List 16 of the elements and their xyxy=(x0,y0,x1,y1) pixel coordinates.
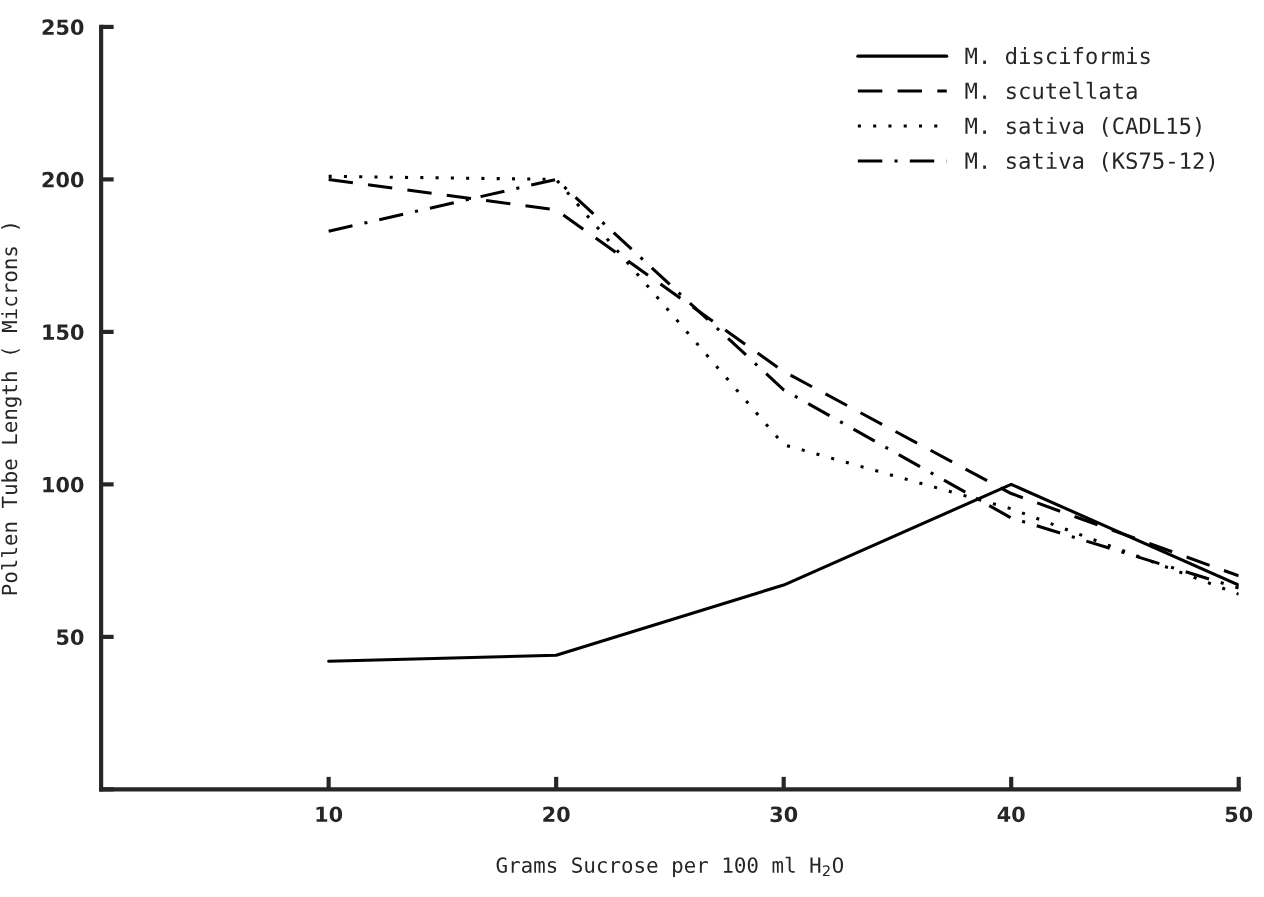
x-tick-label: 50 xyxy=(1225,806,1253,823)
legend-label: M. sativa (KS75-12) xyxy=(965,151,1215,172)
y-tick-label: 250 xyxy=(42,19,84,36)
y-tick-label: 100 xyxy=(43,476,84,493)
x-tick-label: 10 xyxy=(316,806,343,823)
legend-label: M. disciformis xyxy=(965,47,1150,65)
legend-label: M. scutellata xyxy=(965,81,1137,100)
y-tick-label: 50 xyxy=(57,629,84,646)
x-axis-title: Grams Sucrose per 100 ml H$_{2}$O xyxy=(496,856,844,878)
x-tick-label: 30 xyxy=(770,806,798,823)
y-tick-label: 150 xyxy=(43,324,84,341)
x-tick-label: 40 xyxy=(997,806,1025,823)
x-tick-label: 20 xyxy=(543,806,570,823)
y-axis-title: Pollen Tube Length ( Microns ) xyxy=(1,224,22,595)
legend-label: M. sativa (CADL15) xyxy=(965,116,1201,137)
y-tick-label: 200 xyxy=(42,171,84,188)
